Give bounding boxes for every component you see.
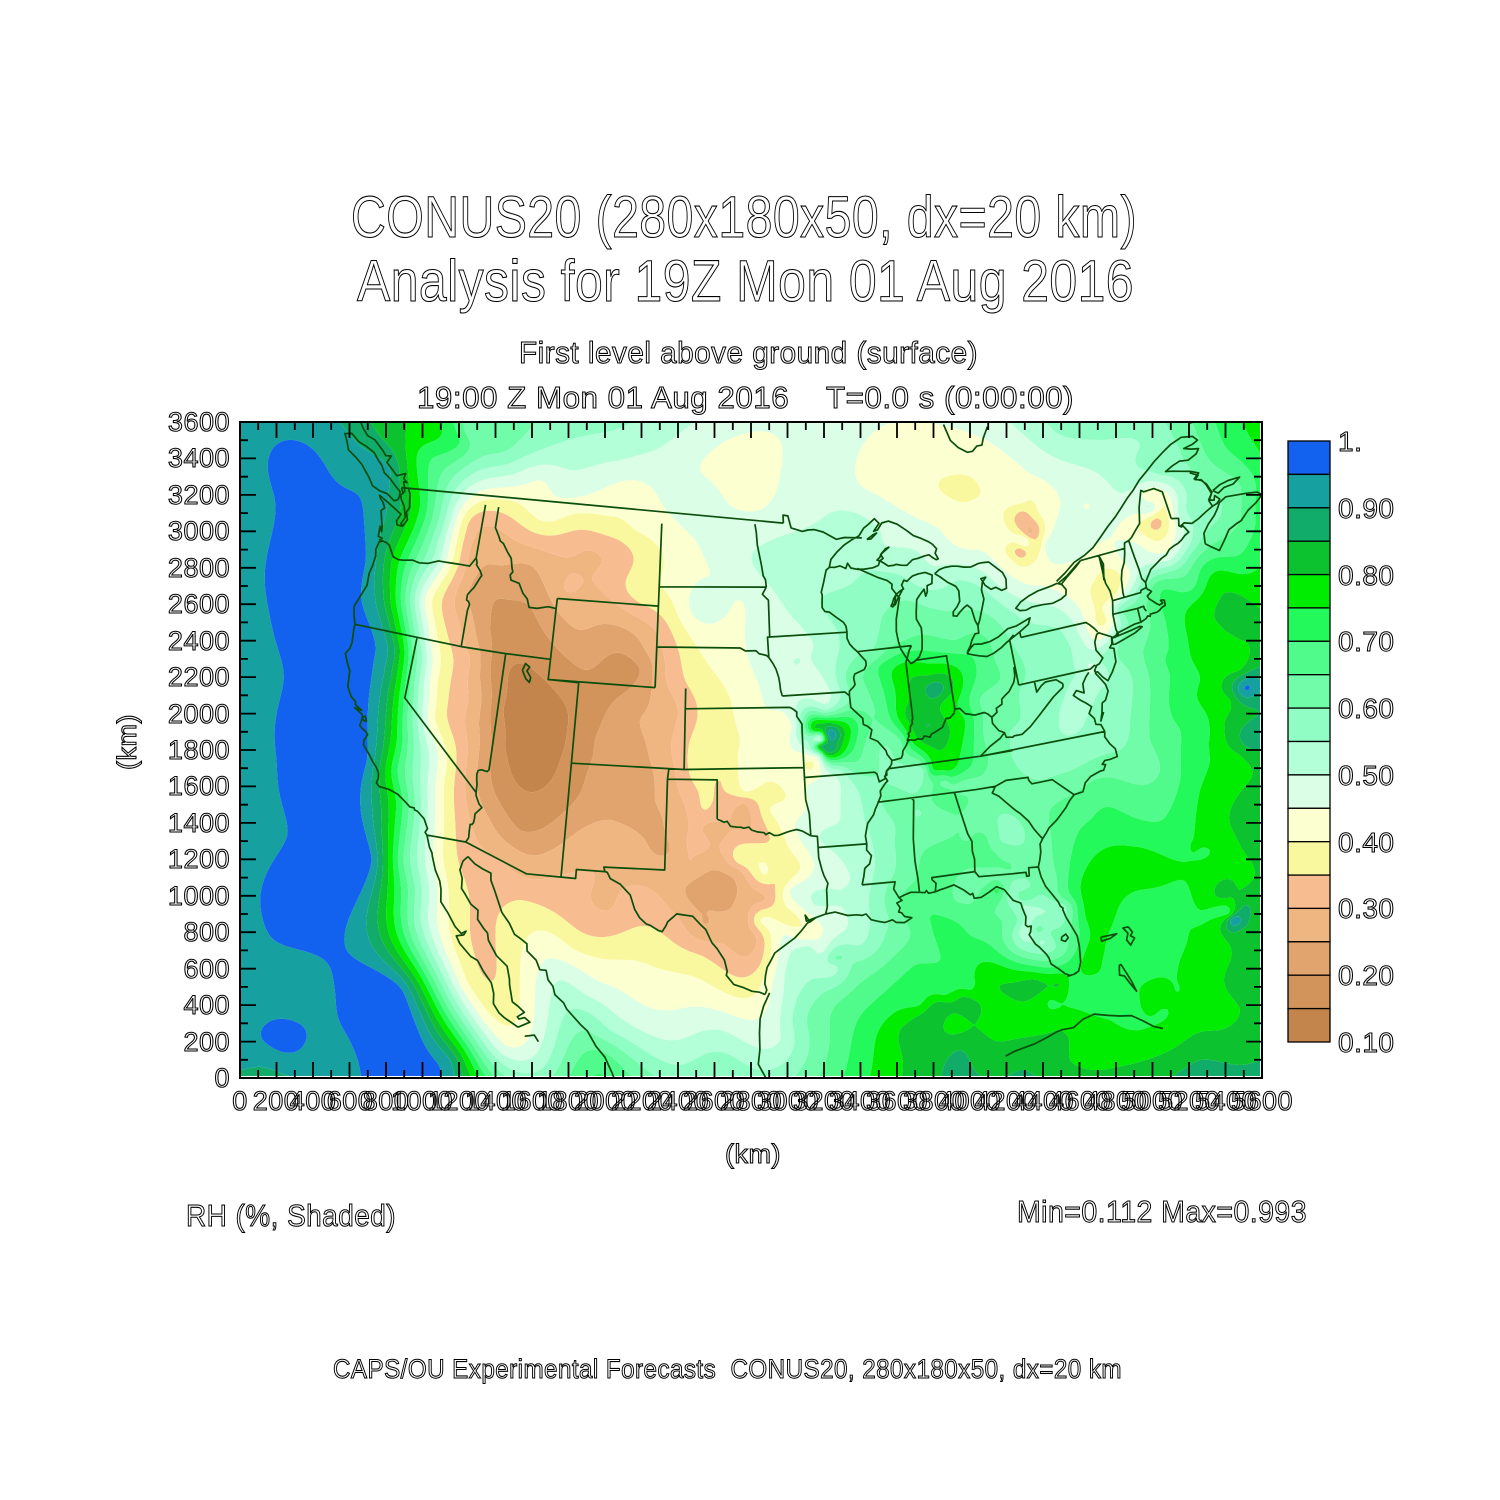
svg-text:0: 0	[232, 1086, 248, 1116]
svg-text:2800: 2800	[168, 553, 230, 583]
svg-text:4200: 4200	[975, 1086, 1037, 1116]
svg-text:(km): (km)	[112, 714, 142, 770]
svg-text:1000: 1000	[168, 881, 230, 911]
svg-text:3800: 3800	[903, 1086, 965, 1116]
svg-text:3200: 3200	[168, 480, 230, 510]
svg-text:800: 800	[183, 917, 230, 947]
svg-text:4400: 4400	[1012, 1086, 1074, 1116]
svg-text:RH (%, Shaded): RH (%, Shaded)	[186, 1198, 396, 1233]
svg-text:400: 400	[290, 1086, 337, 1116]
svg-text:0.70: 0.70	[1338, 626, 1395, 657]
svg-text:4600: 4600	[1049, 1086, 1111, 1116]
svg-text:4800: 4800	[1085, 1086, 1147, 1116]
svg-text:0.50: 0.50	[1338, 760, 1395, 791]
svg-text:600: 600	[327, 1086, 374, 1116]
svg-text:CONUS20 (280x180x50, dx=20 km): CONUS20 (280x180x50, dx=20 km)	[351, 185, 1137, 250]
svg-text:Min=0.112 Max=0.993: Min=0.112 Max=0.993	[1017, 1194, 1307, 1229]
svg-text:Analysis for 19Z Mon 01 Aug 20: Analysis for 19Z Mon 01 Aug 2016	[357, 249, 1134, 314]
svg-text:CAPS/OU Experimental Forecasts: CAPS/OU Experimental Forecasts CONUS20, …	[333, 1354, 1122, 1384]
svg-text:1.: 1.	[1338, 426, 1362, 457]
svg-text:1000: 1000	[391, 1086, 453, 1116]
svg-text:2800: 2800	[720, 1086, 782, 1116]
svg-text:5400: 5400	[1195, 1086, 1257, 1116]
svg-text:3000: 3000	[757, 1086, 819, 1116]
svg-text:1600: 1600	[168, 771, 230, 801]
svg-text:(km): (km)	[725, 1139, 781, 1169]
svg-text:200: 200	[253, 1086, 300, 1116]
svg-text:0.60: 0.60	[1338, 693, 1395, 724]
svg-text:3600: 3600	[168, 407, 230, 437]
svg-text:2200: 2200	[611, 1086, 673, 1116]
svg-text:1800: 1800	[168, 735, 230, 765]
svg-text:3200: 3200	[793, 1086, 855, 1116]
svg-text:3000: 3000	[168, 516, 230, 546]
svg-text:3400: 3400	[829, 1086, 891, 1116]
svg-text:2000: 2000	[168, 699, 230, 729]
svg-text:0: 0	[214, 1063, 230, 1093]
svg-text:1600: 1600	[501, 1086, 563, 1116]
svg-text:0.30: 0.30	[1338, 893, 1395, 924]
svg-text:5200: 5200	[1158, 1086, 1220, 1116]
svg-text:2600: 2600	[168, 589, 230, 619]
svg-text:0.10: 0.10	[1338, 1027, 1395, 1058]
svg-text:4000: 4000	[939, 1086, 1001, 1116]
svg-text:First level above ground (surf: First level above ground (surface)	[519, 335, 978, 370]
svg-text:3400: 3400	[168, 443, 230, 473]
svg-text:800: 800	[363, 1086, 410, 1116]
svg-text:0.20: 0.20	[1338, 960, 1395, 991]
svg-text:0.80: 0.80	[1338, 560, 1395, 591]
svg-text:5000: 5000	[1121, 1086, 1183, 1116]
svg-text:2000: 2000	[574, 1086, 636, 1116]
svg-text:2400: 2400	[168, 626, 230, 656]
svg-text:600: 600	[183, 954, 230, 984]
svg-text:200: 200	[183, 1027, 230, 1057]
svg-text:400: 400	[183, 990, 230, 1020]
svg-text:1400: 1400	[168, 808, 230, 838]
svg-text:0.90: 0.90	[1338, 493, 1395, 524]
svg-text:5600: 5600	[1231, 1086, 1293, 1116]
svg-text:1400: 1400	[465, 1086, 527, 1116]
svg-text:19:00 Z Mon 01 Aug 2016 T=0: 19:00 Z Mon 01 Aug 2016 T=0.0 s (0:00:00…	[417, 380, 1074, 415]
svg-text:2200: 2200	[168, 662, 230, 692]
svg-text:1800: 1800	[537, 1086, 599, 1116]
svg-text:1200: 1200	[168, 844, 230, 874]
svg-text:0.40: 0.40	[1338, 827, 1395, 858]
svg-text:1200: 1200	[428, 1086, 490, 1116]
svg-text:2400: 2400	[647, 1086, 709, 1116]
svg-text:3600: 3600	[866, 1086, 928, 1116]
svg-text:2600: 2600	[683, 1086, 745, 1116]
